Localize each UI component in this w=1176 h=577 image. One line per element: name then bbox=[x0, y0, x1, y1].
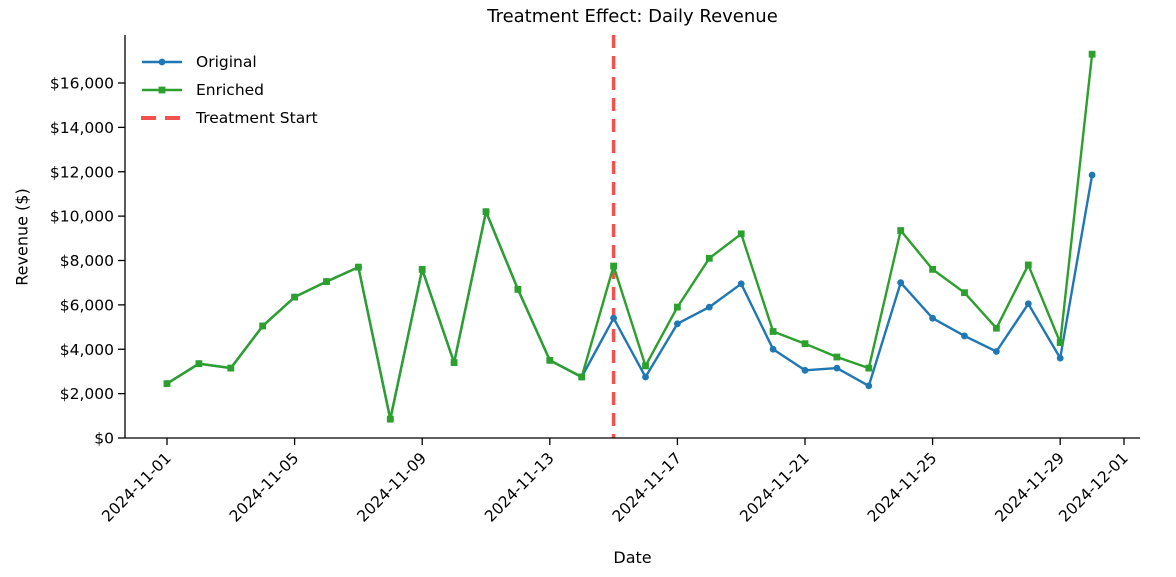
original-data-point-marker bbox=[737, 280, 745, 288]
original-data-point-marker bbox=[961, 332, 968, 340]
enriched-series-line bbox=[166, 54, 1094, 421]
y-tick-label: $6,000 bbox=[60, 296, 114, 314]
legend-item-original: Original bbox=[140, 48, 318, 76]
x-tick-label: 2024-11-21 bbox=[736, 449, 812, 525]
legend-label-treatment-start: Treatment Start bbox=[196, 109, 318, 127]
legend-label-enriched: Enriched bbox=[196, 81, 265, 99]
enriched-data-point-marker bbox=[418, 265, 426, 273]
enriched-data-point-marker bbox=[769, 328, 777, 335]
enriched-data-point-marker bbox=[1088, 50, 1096, 58]
chart-title: Treatment Effect: Daily Revenue bbox=[487, 6, 778, 27]
x-tick-label: 2024-12-01 bbox=[1055, 449, 1131, 525]
enriched-data-point-marker bbox=[1056, 339, 1064, 346]
enriched-data-point-marker bbox=[1024, 261, 1032, 269]
original-data-point-marker bbox=[642, 373, 649, 381]
enriched-data-point-marker bbox=[386, 415, 394, 423]
enriched-data-point-marker bbox=[259, 322, 267, 330]
original-data-point-marker bbox=[674, 320, 681, 328]
legend-item-enriched: Enriched bbox=[140, 76, 318, 104]
original-data-point-marker bbox=[865, 382, 873, 390]
enriched-line-sample-icon bbox=[142, 86, 182, 94]
y-tick-label: $10,000 bbox=[50, 208, 114, 226]
enriched-data-point-marker bbox=[929, 265, 936, 273]
enriched-data-point-marker bbox=[993, 324, 1000, 332]
y-axis-title: Revenue ($) bbox=[12, 188, 32, 286]
enriched-data-point-marker bbox=[163, 380, 171, 388]
original-data-point-marker bbox=[610, 314, 617, 322]
original-data-point-marker bbox=[705, 303, 713, 311]
x-axis-title: Date bbox=[613, 548, 652, 567]
original-data-point-marker bbox=[801, 366, 809, 374]
original-data-point-marker bbox=[929, 314, 936, 322]
y-tick-label: $2,000 bbox=[60, 385, 114, 403]
enriched-data-point-marker bbox=[450, 359, 458, 366]
enriched-data-point-marker bbox=[737, 230, 745, 238]
x-tick-label: 2024-11-13 bbox=[481, 449, 557, 525]
y-tick-label: $8,000 bbox=[60, 252, 114, 270]
enriched-data-point-marker bbox=[578, 373, 586, 381]
treatment-start-dash-sample-icon bbox=[141, 116, 183, 120]
enriched-data-point-marker bbox=[705, 254, 713, 262]
x-tick-label: 2024-11-25 bbox=[864, 449, 940, 525]
y-tick-label: $14,000 bbox=[50, 119, 114, 137]
x-tick-label: 2024-11-09 bbox=[354, 449, 430, 525]
original-data-point-marker bbox=[769, 345, 777, 353]
original-data-point-marker bbox=[1056, 354, 1064, 362]
y-tick-label: $4,000 bbox=[60, 341, 114, 359]
enriched-data-point-marker bbox=[291, 293, 298, 301]
enriched-data-point-marker bbox=[323, 278, 330, 285]
original-data-point-marker bbox=[1024, 300, 1032, 308]
original-data-point-marker bbox=[897, 279, 905, 287]
original-line-sample-icon bbox=[142, 58, 182, 66]
x-tick-label: 2024-11-17 bbox=[609, 449, 685, 525]
enriched-data-point-marker bbox=[355, 263, 362, 271]
original-data-point-marker bbox=[1088, 171, 1096, 179]
original-series-line bbox=[166, 174, 1094, 421]
enriched-data-point-marker bbox=[610, 262, 617, 270]
enriched-data-point-marker bbox=[674, 303, 681, 311]
original-data-point-marker bbox=[993, 348, 1000, 355]
legend: Original Enriched Treatment Start bbox=[140, 48, 318, 132]
y-tick-label: $12,000 bbox=[50, 163, 114, 181]
x-tick-label: 2024-11-01 bbox=[98, 449, 174, 525]
enriched-data-point-marker bbox=[642, 362, 649, 370]
original-data-point-marker bbox=[833, 364, 841, 372]
x-tick-label: 2024-11-05 bbox=[226, 449, 302, 525]
enriched-data-point-marker bbox=[897, 227, 905, 234]
enriched-data-point-marker bbox=[833, 353, 841, 361]
legend-item-treatment-start: Treatment Start bbox=[140, 104, 318, 132]
enriched-data-point-marker bbox=[961, 289, 968, 297]
y-tick-label: $0 bbox=[94, 430, 114, 448]
enriched-data-point-marker bbox=[482, 208, 490, 216]
legend-label-original: Original bbox=[196, 53, 257, 71]
enriched-data-point-marker bbox=[546, 356, 554, 364]
enriched-data-point-marker bbox=[865, 364, 873, 372]
enriched-data-point-marker bbox=[801, 340, 809, 348]
enriched-data-point-marker bbox=[227, 364, 235, 372]
y-tick-label: $16,000 bbox=[50, 75, 114, 93]
enriched-data-point-marker bbox=[195, 360, 203, 368]
enriched-data-point-marker bbox=[514, 285, 522, 293]
